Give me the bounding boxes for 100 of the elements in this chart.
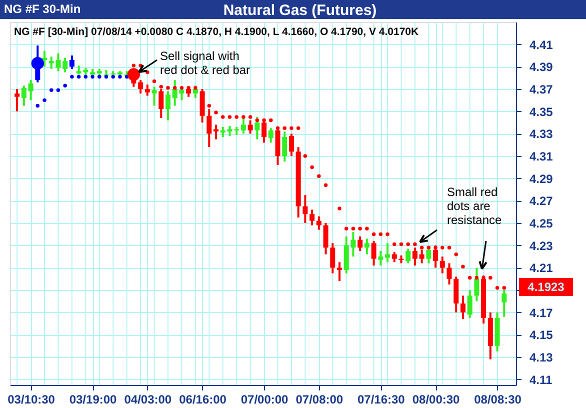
y-tick-label: 4.37: [530, 82, 554, 97]
annotation: Sell signal with red dot & red bar: [160, 49, 250, 77]
y-tick-label: 4.23: [530, 238, 554, 253]
point: [248, 115, 252, 119]
candlestick: [144, 84, 150, 97]
y-tick-label: 4.15: [530, 328, 554, 342]
candlestick: [412, 246, 418, 266]
y-tick-label: 4.21: [530, 261, 554, 276]
y-tick-label: 4.17: [530, 306, 554, 320]
point: [70, 74, 74, 79]
point: [406, 242, 410, 246]
point: [447, 246, 452, 250]
candlestick: [440, 256, 445, 274]
x-tick-label: 07/00:00: [240, 392, 289, 406]
point: [255, 118, 260, 122]
chart-subtitle: NG #F [30-Min] 07/08/14 +0.0080 C 4.1870, H 4.1900, L 4.1660, O 4.1790, V 4.0170K: [14, 26, 420, 38]
candlestick: [206, 108, 212, 148]
x-tick-label: 03/19:00: [69, 392, 118, 406]
point: [392, 242, 396, 246]
point: [228, 115, 232, 119]
point: [234, 115, 238, 119]
point: [118, 74, 122, 79]
point: [220, 115, 225, 119]
point: [269, 118, 273, 122]
point: [166, 86, 170, 90]
candlestick: [268, 127, 274, 144]
point: [324, 183, 328, 187]
point: [317, 174, 321, 178]
point: [42, 98, 46, 102]
point: [214, 110, 218, 114]
point: [98, 74, 102, 79]
candlestick: [282, 130, 288, 163]
point: [420, 246, 424, 250]
point: [172, 86, 177, 90]
candlestick: [21, 84, 26, 107]
point: [351, 226, 356, 230]
point: [303, 154, 308, 158]
candlestick: [330, 242, 336, 274]
point: [290, 126, 294, 130]
candlestick: [323, 222, 328, 256]
candlestick: [42, 50, 47, 68]
candlestick: [138, 79, 144, 94]
point: [358, 226, 362, 230]
x-tick-label: 06/16:00: [179, 392, 227, 406]
x-tick-label: 03/10:30: [8, 392, 56, 406]
point: [111, 74, 115, 79]
candlestick: [310, 208, 315, 226]
point: [104, 74, 108, 79]
point: [386, 232, 390, 236]
point: [76, 74, 81, 79]
point: [399, 242, 404, 246]
point: [454, 252, 458, 256]
y-tick-label: 4.27: [530, 194, 554, 208]
annotation: Small red dots are resistance: [447, 185, 502, 227]
point: [56, 88, 60, 92]
candlestick: [165, 90, 170, 122]
point: [207, 104, 212, 108]
point: [90, 74, 94, 79]
candlestick: [262, 118, 267, 144]
x-tick-label: 07/16:30: [357, 392, 406, 406]
y-tick-label: 4.13: [530, 350, 554, 365]
text: 4.1923: [528, 280, 565, 294]
candlestick: [302, 194, 308, 224]
candlestick: [186, 86, 192, 98]
candlestick: [385, 242, 390, 264]
candlestick: [364, 238, 370, 256]
point: [194, 86, 198, 90]
point: [84, 74, 88, 79]
point: [461, 264, 465, 268]
candlestick: [192, 84, 198, 99]
point: [242, 115, 246, 119]
candlestick: [248, 119, 253, 135]
candlestick: [467, 289, 472, 319]
x-tick-label: 04/03:00: [124, 392, 172, 406]
point: [474, 276, 479, 280]
point: [426, 246, 431, 250]
point: [180, 86, 184, 90]
point: [282, 126, 286, 130]
x-tick-label: 07/08:00: [296, 392, 344, 406]
y-tick-label: 4.25: [530, 216, 554, 231]
candlestick: [378, 250, 384, 266]
candlestick: [336, 261, 342, 282]
candlestick: [474, 266, 480, 302]
point: [344, 226, 348, 230]
candlestick: [69, 54, 74, 70]
candlestick: [433, 244, 438, 269]
point: [440, 246, 444, 250]
y-tick-label: 4.41: [530, 38, 554, 52]
point: [338, 206, 342, 210]
candlestick: [460, 294, 466, 320]
candlestick: [446, 262, 452, 286]
point: [276, 126, 280, 130]
candlestick: [392, 251, 397, 264]
point: [378, 232, 383, 236]
point: [365, 226, 369, 230]
candlestick: [358, 235, 363, 252]
x-tick-label: 08/08:30: [474, 392, 522, 406]
y-tick-label: 4.11: [530, 372, 553, 387]
y-tick-label: 4.31: [530, 150, 554, 164]
text: NG #F 30-Min: [4, 2, 81, 16]
